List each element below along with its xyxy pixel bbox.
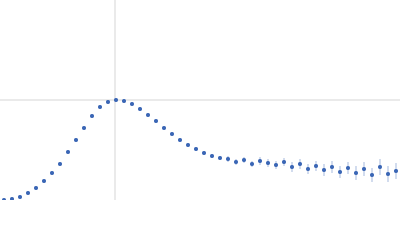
point (98, 105, 102, 109)
point (58, 162, 62, 166)
point (242, 158, 246, 162)
point (178, 138, 182, 142)
point (146, 113, 150, 117)
point (2, 198, 6, 200)
chart (0, 0, 400, 200)
point (34, 186, 38, 190)
point (258, 159, 262, 163)
point (202, 151, 206, 155)
point (354, 171, 358, 175)
point (218, 156, 222, 160)
point (378, 165, 382, 169)
point (18, 195, 22, 199)
point (234, 160, 238, 164)
point (362, 167, 366, 171)
point (162, 126, 166, 130)
point (50, 171, 54, 175)
point (338, 170, 342, 174)
point (346, 166, 350, 170)
point (298, 162, 302, 166)
point (138, 107, 142, 111)
point (330, 165, 334, 169)
point (26, 191, 30, 195)
point (106, 100, 110, 104)
point (250, 162, 254, 166)
point (66, 150, 70, 154)
point (314, 164, 318, 168)
point (370, 173, 374, 177)
point (154, 119, 158, 123)
point (130, 102, 134, 106)
point (186, 143, 190, 147)
point (282, 160, 286, 164)
point (90, 114, 94, 118)
point (170, 132, 174, 136)
point (322, 168, 326, 172)
point (10, 197, 14, 200)
point (210, 154, 214, 158)
point (266, 161, 270, 165)
point (74, 138, 78, 142)
point (114, 98, 118, 102)
point (194, 147, 198, 151)
point (42, 179, 46, 183)
point (306, 167, 310, 171)
point (226, 157, 230, 161)
point (386, 172, 390, 176)
point (274, 163, 278, 167)
point (82, 126, 86, 130)
point (290, 165, 294, 169)
point (394, 169, 398, 173)
point (122, 99, 126, 103)
